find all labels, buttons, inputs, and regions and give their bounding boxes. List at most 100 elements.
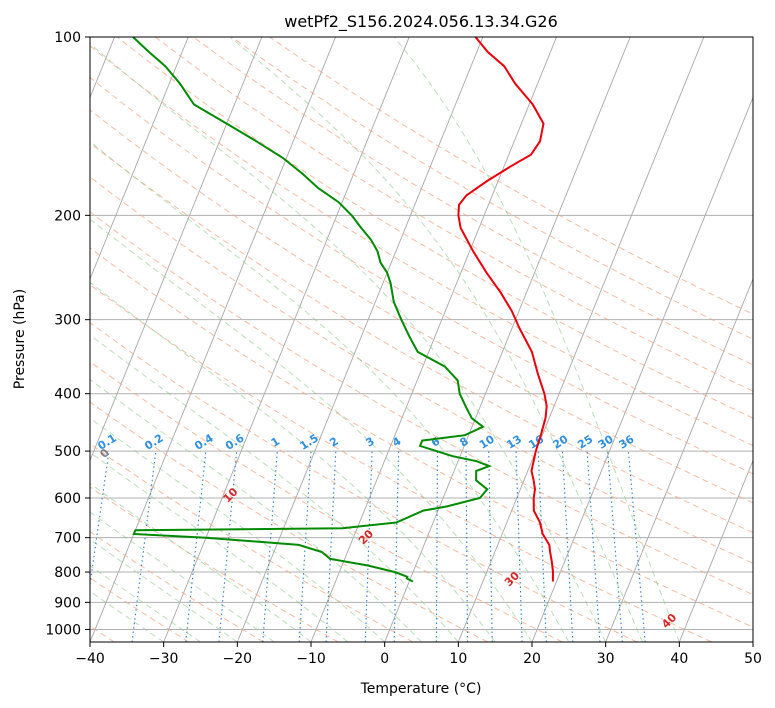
isotherm-line xyxy=(752,640,753,642)
moist-adiabat-line xyxy=(90,42,607,642)
mixing-ratio-line xyxy=(364,451,373,642)
mixing-ratio-label: 1.5 xyxy=(297,431,320,452)
isotherm-line xyxy=(90,37,189,281)
x-tick-label: 0 xyxy=(380,651,389,667)
mixing-ratio-label: 0.2 xyxy=(142,431,165,452)
dry-adiabat-line xyxy=(90,142,753,534)
mixing-ratio-line xyxy=(185,451,207,642)
y-axis-label: Pressure (hPa) xyxy=(12,289,28,389)
mixing-ratio-label: 2 xyxy=(327,435,340,450)
mixing-ratio-label: 13 xyxy=(504,433,524,452)
mixing-ratio-line xyxy=(515,451,523,642)
dry-adiabat-line xyxy=(90,211,753,596)
y-tick-label: 600 xyxy=(54,491,81,507)
x-tick-label: −30 xyxy=(149,651,179,667)
isotherm-line xyxy=(678,459,753,642)
x-tick-label: −20 xyxy=(223,651,253,667)
dry-adiabat-line xyxy=(231,37,753,340)
mixing-ratio-line xyxy=(131,451,157,642)
isotherm-line xyxy=(531,96,753,642)
y-tick-label: 800 xyxy=(54,565,81,581)
x-tick-label: 10 xyxy=(449,651,467,667)
dry-adiabat-label: 20 xyxy=(356,527,376,547)
moist-adiabat-line xyxy=(90,218,533,642)
dry-adiabat-line xyxy=(90,486,339,642)
dry-adiabat-line xyxy=(90,247,753,628)
mixing-ratio-line xyxy=(561,451,574,642)
mixing-ratio-label: 36 xyxy=(617,432,637,451)
plot-frame xyxy=(89,36,754,643)
mixing-ratio-line xyxy=(218,451,238,642)
dewpoint-series-line xyxy=(132,37,493,583)
mixing-ratio-line xyxy=(90,451,110,589)
moist-adiabat-line xyxy=(90,565,201,642)
chart-title: wetPf2_S156.2024.056.13.34.G26 xyxy=(284,12,558,32)
mixing-ratio-line xyxy=(627,451,646,642)
dry-adiabat-line xyxy=(269,37,753,315)
moist-adiabat-line xyxy=(90,511,275,642)
moist-adiabat-line xyxy=(90,417,386,642)
moist-adiabat-line xyxy=(90,590,164,642)
y-tick-label: 900 xyxy=(54,595,81,611)
temperature-series-line xyxy=(457,37,555,582)
isotherm-line xyxy=(236,37,484,642)
y-tick-label: 1000 xyxy=(45,622,81,638)
dry-adiabat-line xyxy=(90,361,563,642)
mixing-ratio-line xyxy=(325,451,337,642)
mixing-ratio-line xyxy=(465,451,469,642)
mixing-ratio-line xyxy=(262,451,278,642)
mixing-ratio-line xyxy=(607,451,623,642)
dry-adiabat-line xyxy=(90,531,264,642)
dry-adiabat-label: 40 xyxy=(659,611,679,631)
x-tick-label: 50 xyxy=(744,651,762,667)
moist-adiabat-line xyxy=(90,281,496,642)
x-axis: −40 −30 −20 −10 0 10 20 30 40 50 xyxy=(75,642,762,667)
dry-adiabat-line xyxy=(90,76,753,475)
mixing-ratio-label: 3 xyxy=(363,435,376,450)
moist-adiabat-line xyxy=(90,140,570,642)
moist-adiabat-line xyxy=(393,37,680,642)
isotherm-line xyxy=(163,37,410,642)
dry-adiabat-line xyxy=(193,37,753,366)
dry-adiabat-line xyxy=(90,45,753,447)
y-axis: 100 200 300 400 500 600 700 800 900 1000 xyxy=(45,30,90,638)
mixing-ratio-label: 0.6 xyxy=(223,431,247,453)
background-lines xyxy=(90,37,753,642)
isotherm-line xyxy=(384,37,631,642)
dry-adiabat-line xyxy=(90,401,488,642)
moist-adiabat-line xyxy=(90,378,422,642)
y-tick-label: 100 xyxy=(54,30,81,46)
y-tick-label: 500 xyxy=(54,444,81,460)
dry-adiabat-line xyxy=(116,37,753,419)
mixing-ratio-label: 4 xyxy=(390,434,404,449)
isotherm-line xyxy=(605,277,753,642)
mixing-ratio-line xyxy=(537,451,547,642)
moist-adiabat-line xyxy=(90,451,349,642)
y-tick-label: 200 xyxy=(54,208,81,224)
moist-adiabat-line xyxy=(90,538,238,642)
dry-adiabat-line xyxy=(90,109,753,504)
x-tick-label: 40 xyxy=(670,651,688,667)
y-tick-label: 300 xyxy=(54,313,81,329)
mixing-ratio-line xyxy=(586,451,601,642)
mixing-ratio-label: 1 xyxy=(269,435,282,450)
dry-adiabat-line xyxy=(90,284,712,642)
moist-adiabat-line xyxy=(229,37,643,642)
moist-adiabat-line xyxy=(90,482,312,642)
isotherm-line xyxy=(457,37,705,642)
x-tick-label: 30 xyxy=(597,651,615,667)
dry-adiabat-line xyxy=(90,322,638,642)
dry-adiabat-label: 10 xyxy=(221,485,241,505)
dry-adiabat-line xyxy=(90,443,414,642)
dry-adiabat-line xyxy=(154,37,753,392)
dry-adiabat-line xyxy=(90,577,190,642)
mixing-ratio-line xyxy=(488,451,493,642)
x-tick-label: 20 xyxy=(523,651,541,667)
mixing-ratio-line xyxy=(393,451,400,642)
y-tick-label: 400 xyxy=(54,387,81,403)
isotherm-line xyxy=(310,37,557,642)
isotherm-line xyxy=(90,37,263,462)
mixing-ratio-line xyxy=(435,451,439,642)
isotherm-line xyxy=(90,37,336,642)
